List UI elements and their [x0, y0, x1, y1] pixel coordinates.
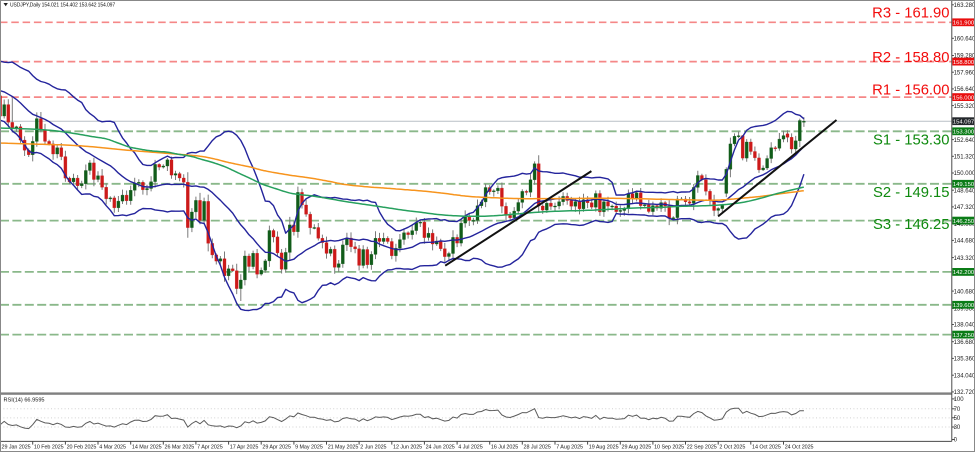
svg-text:21 May 2025: 21 May 2025: [328, 444, 359, 450]
svg-text:142.200: 142.200: [953, 270, 975, 276]
svg-text:136.680: 136.680: [954, 340, 975, 346]
svg-text:70: 70: [954, 407, 961, 413]
svg-text:161.900: 161.900: [953, 21, 975, 27]
svg-text:29 Aug 2025: 29 Aug 2025: [622, 444, 652, 450]
svg-text:2 Oct 2025: 2 Oct 2025: [719, 444, 745, 450]
svg-text:RSI(14) 66.9595: RSI(14) 66.9595: [4, 398, 45, 404]
svg-text:10 Sep 2025: 10 Sep 2025: [654, 444, 684, 450]
svg-text:S3 - 146.25: S3 - 146.25: [873, 217, 950, 233]
svg-text:160.640: 160.640: [954, 37, 975, 43]
svg-text:137.250: 137.250: [953, 333, 975, 339]
svg-text:14 Oct 2025: 14 Oct 2025: [752, 444, 781, 450]
svg-text:138.040: 138.040: [954, 323, 975, 329]
svg-text:158.800: 158.800: [953, 60, 975, 66]
svg-text:S2 - 149.15: S2 - 149.15: [873, 185, 950, 201]
svg-text:28 Jul 2025: 28 Jul 2025: [524, 444, 551, 450]
svg-text:20 Feb 2025: 20 Feb 2025: [67, 444, 97, 450]
svg-text:163.280: 163.280: [954, 3, 975, 9]
svg-text:16 Jul 2025: 16 Jul 2025: [491, 444, 518, 450]
svg-text:146.000: 146.000: [954, 222, 975, 228]
svg-text:22 Sep 2025: 22 Sep 2025: [687, 444, 717, 450]
svg-text:9 May 2025: 9 May 2025: [295, 444, 323, 450]
svg-text:100: 100: [954, 397, 965, 403]
svg-text:151.320: 151.320: [954, 155, 975, 161]
svg-text:139.360: 139.360: [954, 307, 975, 313]
svg-text:10 Feb 2025: 10 Feb 2025: [34, 444, 64, 450]
svg-text:USDJPY,Daily 154.021 154.402: USDJPY,Daily 154.021 154.402 153.642 154…: [10, 3, 115, 9]
svg-text:17 Apr 2025: 17 Apr 2025: [230, 444, 259, 450]
svg-text:159.280: 159.280: [954, 54, 975, 60]
svg-text:29 Jan 2025: 29 Jan 2025: [2, 444, 31, 450]
svg-text:7 Aug 2025: 7 Aug 2025: [556, 444, 583, 450]
svg-text:143.320: 143.320: [954, 256, 975, 262]
svg-text:R1 - 156.00: R1 - 156.00: [872, 83, 949, 99]
svg-text:135.360: 135.360: [954, 357, 975, 363]
svg-text:4 Jul 2025: 4 Jul 2025: [458, 444, 482, 450]
svg-text:134.040: 134.040: [954, 373, 975, 379]
svg-text:150.000: 150.000: [954, 171, 975, 177]
svg-text:29 Apr 2025: 29 Apr 2025: [262, 444, 291, 450]
svg-text:24 Jun 2025: 24 Jun 2025: [426, 444, 455, 450]
svg-text:157.960: 157.960: [954, 70, 975, 76]
svg-text:R3 - 161.90: R3 - 161.90: [872, 6, 949, 22]
svg-text:4 Mar 2025: 4 Mar 2025: [99, 444, 126, 450]
svg-text:7 Apr 2025: 7 Apr 2025: [197, 444, 223, 450]
svg-text:14 Mar 2025: 14 Mar 2025: [132, 444, 162, 450]
svg-text:148.640: 148.640: [954, 188, 975, 194]
svg-text:146.250: 146.250: [953, 219, 975, 225]
svg-text:26 Mar 2025: 26 Mar 2025: [165, 444, 195, 450]
svg-text:12 Jun 2025: 12 Jun 2025: [393, 444, 422, 450]
svg-text:152.640: 152.640: [954, 138, 975, 144]
svg-text:30: 30: [954, 425, 961, 431]
svg-text:0: 0: [954, 438, 958, 444]
svg-text:147.320: 147.320: [954, 205, 975, 211]
svg-text:139.600: 139.600: [953, 303, 975, 309]
svg-text:24 Oct 2025: 24 Oct 2025: [785, 444, 814, 450]
svg-text:149.150: 149.150: [953, 182, 975, 188]
svg-text:19 Aug 2025: 19 Aug 2025: [589, 444, 619, 450]
svg-text:154.097: 154.097: [953, 120, 974, 126]
svg-text:153.300: 153.300: [953, 130, 975, 136]
svg-text:156.000: 156.000: [953, 95, 975, 101]
svg-text:144.680: 144.680: [954, 239, 975, 245]
svg-text:S1 - 153.30: S1 - 153.30: [873, 132, 950, 148]
svg-text:R2 - 158.80: R2 - 158.80: [872, 50, 949, 66]
svg-text:50: 50: [954, 416, 961, 422]
svg-text:132.720: 132.720: [954, 390, 975, 396]
svg-text:140.680: 140.680: [954, 289, 975, 295]
svg-text:156.640: 156.640: [954, 87, 975, 93]
svg-text:2 Jun 2025: 2 Jun 2025: [360, 444, 386, 450]
svg-text:155.320: 155.320: [954, 104, 975, 110]
